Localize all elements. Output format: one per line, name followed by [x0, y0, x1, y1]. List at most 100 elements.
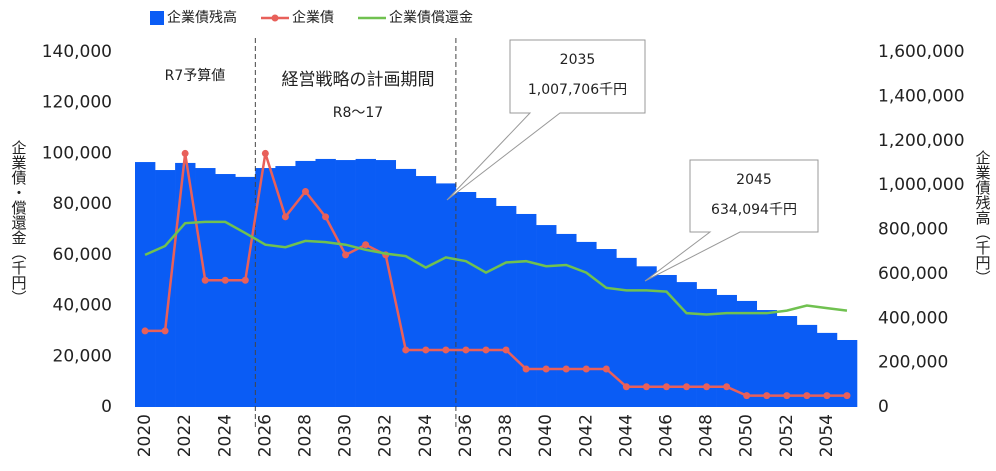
y-tick-label: 40,000 — [53, 296, 112, 316]
bar — [596, 249, 617, 407]
line-marker — [642, 383, 650, 391]
x-tick-label: 2024 — [215, 414, 235, 457]
line-marker — [823, 392, 831, 400]
line-marker — [281, 213, 289, 221]
line-marker — [522, 365, 530, 373]
line-marker — [402, 346, 410, 354]
y2-tick-label: 0 — [878, 397, 889, 417]
legend-label: 企業債 — [292, 9, 334, 26]
line-marker — [342, 251, 350, 259]
annotation: R8〜17 — [333, 105, 383, 121]
line-marker — [662, 383, 670, 391]
y-tick-label: 80,000 — [53, 194, 112, 214]
bar — [415, 176, 437, 407]
line — [145, 153, 847, 397]
line-marker — [502, 346, 510, 354]
bar — [776, 316, 798, 407]
x-tick-label: 2026 — [255, 414, 275, 457]
y-tick-label: 140,000 — [42, 42, 112, 62]
bar — [135, 162, 156, 407]
legend-swatch — [150, 11, 164, 25]
bar — [496, 205, 517, 407]
bar — [796, 324, 818, 407]
bar — [375, 160, 397, 407]
bar — [556, 233, 577, 407]
legend-marker — [271, 14, 279, 22]
line-marker — [763, 392, 771, 400]
x-tick-label: 2036 — [456, 414, 476, 457]
bar — [576, 241, 597, 407]
x-tick-label: 2042 — [576, 414, 596, 457]
bar — [716, 294, 737, 407]
x-tick-label: 2022 — [175, 414, 195, 457]
bar — [335, 160, 356, 407]
bar — [315, 158, 336, 407]
x-tick-label: 2052 — [777, 414, 797, 457]
bar — [756, 310, 778, 407]
bar — [736, 300, 758, 407]
y2-tick-label: 1,000,000 — [878, 175, 965, 195]
x-tick-label: 2046 — [656, 414, 676, 457]
line-marker — [562, 365, 570, 373]
x-tick-label: 2054 — [817, 414, 837, 457]
bar — [195, 168, 216, 407]
y2-axis-label: 企業債残高（千円） — [974, 149, 992, 285]
bar — [696, 288, 717, 407]
line-marker — [141, 327, 149, 335]
line-marker — [703, 383, 711, 391]
bar — [816, 332, 838, 407]
y-tick-label: 60,000 — [53, 245, 112, 265]
bar — [455, 192, 477, 407]
line-marker — [462, 346, 470, 354]
x-tick-label: 2030 — [336, 414, 356, 457]
line-marker — [743, 392, 751, 400]
x-tick-label: 2040 — [536, 414, 556, 457]
x-tick-label: 2032 — [376, 414, 396, 457]
line-marker — [843, 392, 851, 400]
y2-tick-label: 800,000 — [878, 220, 948, 240]
bar — [155, 170, 176, 407]
bar — [255, 168, 276, 407]
line-marker — [301, 187, 309, 195]
line — [144, 220, 848, 316]
y-tick-label: 100,000 — [42, 143, 112, 163]
bar — [235, 176, 256, 407]
callout-text: 2035 — [560, 52, 596, 68]
callout-text: 634,094千円 — [711, 202, 797, 218]
bar — [616, 257, 637, 407]
y2-tick-label: 1,200,000 — [878, 131, 965, 151]
y2-tick-label: 600,000 — [878, 264, 948, 284]
line-marker — [723, 383, 731, 391]
x-tick-label: 2034 — [416, 414, 436, 457]
line-marker — [221, 276, 229, 284]
line-marker — [622, 383, 630, 391]
callout-box — [446, 39, 646, 201]
bar — [536, 225, 557, 407]
bar — [215, 174, 236, 407]
line-marker — [181, 149, 189, 157]
bar — [475, 197, 497, 407]
callout-box — [644, 159, 819, 282]
line-marker — [783, 392, 791, 400]
line-marker — [542, 365, 550, 373]
bar — [656, 274, 677, 407]
y-tick-label: 0 — [101, 397, 112, 417]
bar — [355, 158, 376, 407]
annotation: R7予算値 — [165, 68, 226, 84]
line-marker — [261, 149, 269, 157]
y2-tick-label: 1,400,000 — [878, 86, 965, 106]
annotation: 経営戦略の計画期間 — [282, 70, 435, 90]
line-marker — [201, 276, 209, 284]
bar — [516, 213, 537, 407]
legend-label: 企業債償還金 — [389, 9, 473, 26]
bar — [636, 266, 657, 407]
x-tick-label: 2028 — [295, 414, 315, 457]
line-marker — [582, 365, 590, 373]
line-marker — [161, 327, 169, 335]
legend-label: 企業債残高 — [167, 9, 237, 26]
line-marker — [602, 365, 610, 373]
y2-tick-label: 200,000 — [878, 353, 948, 373]
line-marker — [803, 392, 811, 400]
x-tick-label: 2048 — [697, 414, 717, 457]
y2-tick-label: 400,000 — [878, 308, 948, 328]
